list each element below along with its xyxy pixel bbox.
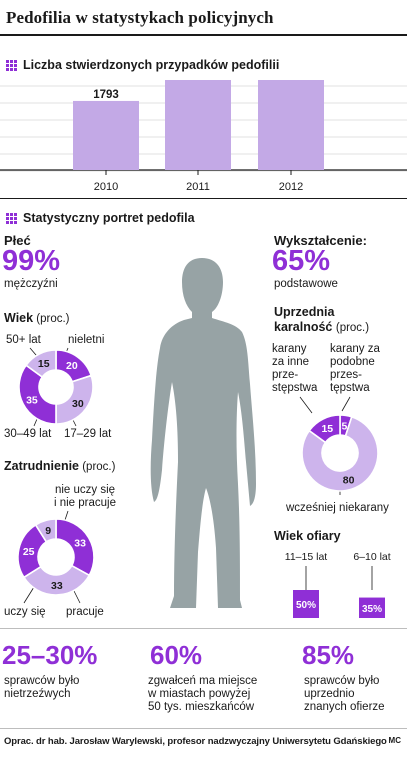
divider	[0, 198, 407, 199]
employment-title: Zatrudnienie (proc.)	[4, 459, 116, 474]
gender-caption: mężczyźni	[4, 278, 58, 290]
bar-2011	[165, 80, 231, 170]
bar-2010	[73, 100, 139, 170]
age-slice-label: 30	[72, 398, 84, 410]
section-marker-icon	[6, 213, 17, 225]
victim-age-value-label: 35%	[362, 604, 382, 615]
leader-line	[23, 586, 35, 604]
year-tick-label: 2012	[279, 181, 303, 193]
bar-2012	[258, 80, 324, 171]
record-label-similar-crimes: karany za podobne przes-tępstwa	[330, 343, 380, 394]
stat-caption-known: sprawców było uprzednio znanych ofierze	[304, 675, 385, 713]
age-donut-chart: 20 30 35 15	[18, 347, 94, 427]
gender-title: Płeć	[4, 233, 31, 248]
employment-slice	[55, 518, 95, 577]
victim-age-value-label: 50%	[296, 600, 316, 611]
victim-age-category: 6–10 lat	[353, 551, 390, 563]
section-title: Statystyczny portret pedofila	[6, 211, 195, 225]
employment-label-works: pracuje	[66, 606, 104, 618]
stat-value-cities: 60%	[150, 640, 203, 670]
record-slice	[301, 415, 379, 492]
record-donut-chart: 5 80 15	[299, 396, 379, 495]
age-slice	[18, 364, 57, 425]
section-marker-icon	[6, 60, 17, 72]
age-label-50plus: 50+ lat	[6, 334, 41, 346]
record-slice-label: 5	[341, 420, 347, 432]
age-slice-label: 20	[66, 360, 78, 372]
victim-age-category: 11–15 lat	[285, 551, 328, 563]
age-slice-label: 15	[38, 358, 50, 370]
leader-line	[299, 396, 313, 414]
title-rule	[0, 34, 407, 36]
age-slice	[24, 349, 57, 379]
record-title: Uprzednia karalność (proc.)	[274, 305, 370, 334]
employment-slice	[34, 518, 57, 543]
victim-age-bar	[359, 597, 385, 618]
stat-caption-cities: zgwałceń ma miejsce w miastach powyżej 50 …	[148, 675, 258, 713]
divider	[0, 628, 407, 629]
employment-label-studies: uczy się	[4, 606, 46, 618]
employment-donut-chart: 33 33 25 9	[17, 510, 95, 604]
record-slice-label: 15	[321, 423, 333, 435]
page-title: Pedofilia w statystykach policyjnych	[6, 8, 274, 27]
record-slice-label: 80	[343, 475, 355, 487]
record-slice	[308, 414, 341, 444]
education-title: Wykształcenie:	[274, 233, 367, 248]
victim-age-title: Wiek ofiary	[274, 529, 341, 543]
divider	[0, 728, 407, 729]
employment-slice-label: 25	[23, 546, 35, 558]
year-tick-label: 2011	[186, 181, 210, 193]
gender-value: 99%	[2, 245, 61, 277]
education-caption: podstawowe	[274, 278, 338, 290]
age-slice-label: 35	[26, 394, 38, 406]
employment-slice-label: 9	[45, 525, 51, 537]
author-credit: MC	[388, 736, 401, 745]
chart-title: Liczba stwierdzonych przypadków pedofili…	[6, 58, 279, 72]
bar-value-label: 1793	[93, 89, 119, 101]
employment-slice	[22, 564, 91, 596]
age-title: Wiek (proc.)	[4, 311, 70, 326]
education-value: 65%	[272, 245, 331, 277]
employment-slice-label: 33	[51, 580, 63, 592]
employment-slice-label: 33	[74, 538, 86, 550]
age-label-30-49: 30–49 lat	[4, 428, 52, 440]
record-label-none: wcześniej niekarany	[286, 502, 389, 514]
victim-age-bars: 11–15 lat 50% 6–10 lat 35%	[285, 551, 391, 618]
employment-label-neither: nie uczy się i nie pracuje	[53, 484, 116, 509]
person-silhouette	[150, 258, 256, 608]
record-label-other-crimes: karany za inne prze-stępstwa	[272, 343, 318, 394]
source-note: Oprac. dr hab. Jarosław Warylewski, prof…	[4, 736, 387, 747]
stat-caption-drunk: sprawców było nietrzeźwych	[4, 675, 80, 700]
age-label-17-29: 17–29 lat	[64, 428, 112, 440]
age-label-minors: nieletni	[68, 334, 105, 346]
stat-value-known: 85%	[302, 640, 355, 670]
leader-line	[73, 590, 81, 604]
leader-line	[341, 396, 351, 412]
victim-age-bar	[293, 590, 319, 618]
cases-bar-chart: 179320101848201120032012	[0, 80, 407, 193]
year-tick-label: 2010	[94, 181, 118, 193]
stat-value-drunk: 25–30%	[2, 640, 98, 670]
